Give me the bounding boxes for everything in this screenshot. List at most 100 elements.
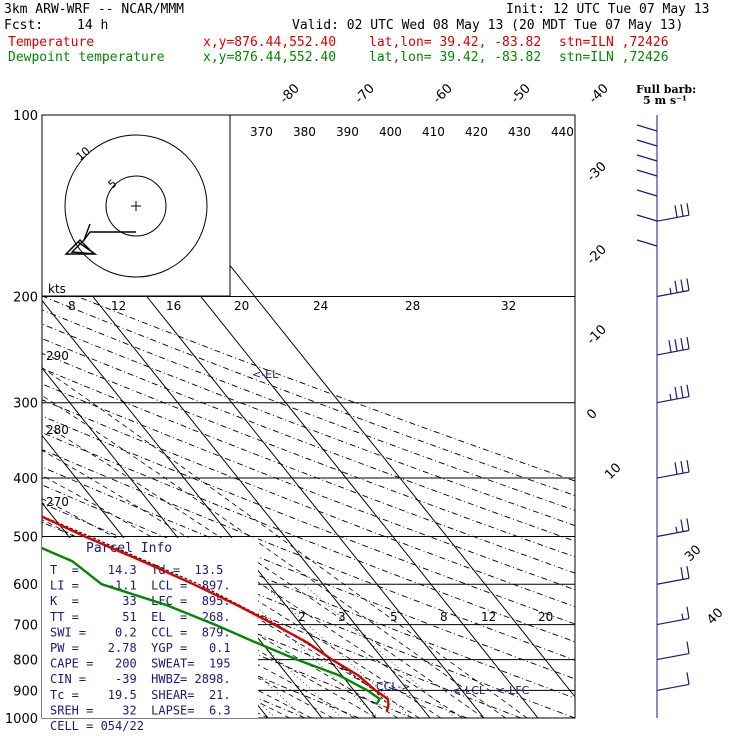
- parcel-info-row: SWI = 0.2 CCL = 879.: [50, 625, 231, 639]
- dry-adiabat-line: [42, 466, 575, 680]
- mixing-ratio-label: 12: [111, 299, 126, 313]
- mixing-ratio-label: 20: [234, 299, 249, 313]
- wind-barb-flag: [675, 526, 678, 533]
- pressure-tick-label: 700: [13, 619, 38, 634]
- dewpoint-xy: x,y=876.44,552.40: [203, 50, 337, 65]
- mixing-ratio-label: 8: [68, 299, 76, 313]
- wind-barb: [656, 606, 690, 626]
- mixing-ratio-label: 24: [313, 299, 328, 313]
- wind-barb-marker: [636, 169, 658, 177]
- forecast-label: Fcst:: [4, 18, 44, 33]
- wind-barb-flag: [680, 519, 684, 532]
- wind-barb-flag: [669, 287, 672, 294]
- isotherm-label: -20: [584, 242, 610, 268]
- theta-label: 420: [465, 125, 488, 139]
- temperature-latlon: lat,lon= 39.42, -83.82: [369, 35, 542, 50]
- dry-adiabat-line: [42, 383, 575, 591]
- parcel-info-row: CAPE = 200 SWEAT= 195: [50, 657, 231, 671]
- theta-label: 280: [46, 423, 69, 437]
- sounding-annotation: <-LCL: [452, 684, 486, 697]
- wind-barb-flag: [669, 393, 672, 401]
- dry-adiabat-line: [42, 502, 575, 718]
- wind-barb: [656, 336, 690, 356]
- parcel-info-row: CELL = 054/22: [50, 719, 144, 733]
- isotherm-line: [42, 299, 377, 718]
- parcel-info-row: CIN = -39 HWBZ= 2898.: [50, 672, 231, 686]
- isotherm-label: 30: [682, 543, 704, 565]
- wind-barb-flag: [668, 340, 672, 353]
- isotherm-label: -70: [352, 81, 378, 107]
- theta-label: 270: [46, 495, 69, 509]
- wind-barb-flag: [674, 386, 678, 400]
- theta-label: 390: [336, 125, 359, 139]
- dewpoint-latlon: lat,lon= 39.42, -83.82: [369, 50, 542, 65]
- wind-barb-staff: [656, 471, 690, 479]
- barb-legend-value: 5 m s⁻¹: [643, 94, 687, 107]
- sounding-annotation: CCL->: [376, 680, 410, 693]
- wind-barb-staff: [656, 289, 690, 298]
- dewpoint-legend: Dewpoint temperature: [8, 50, 165, 65]
- mixing-ratio-label: 32: [501, 299, 516, 313]
- mixing-ratio-label: 8: [440, 610, 448, 624]
- wind-barb-marker: [636, 239, 658, 247]
- isotherm-label: -30: [584, 159, 610, 185]
- hodograph-units-label: kts: [48, 282, 66, 296]
- parcel-info-row: Tc = 19.5 SHEAR= 21.: [50, 688, 231, 702]
- dry-adiabat-line: [42, 281, 575, 482]
- isotherm-label: 0: [584, 406, 600, 422]
- theta-label: 380: [293, 125, 316, 139]
- wind-barb-flag: [680, 385, 684, 398]
- wind-barb-flag: [680, 337, 684, 351]
- wind-barb-flag: [686, 672, 690, 685]
- theta-label: 400: [379, 125, 402, 139]
- mixing-ratio-label: 16: [166, 299, 181, 313]
- wind-barb-marker: [636, 189, 658, 197]
- temperature-line: [42, 515, 390, 712]
- wind-barb-flag: [681, 613, 684, 620]
- isotherm-label: -80: [277, 81, 303, 107]
- mixing-ratio-label: 5: [390, 610, 398, 624]
- wind-barb-flag: [686, 203, 690, 216]
- wind-barb-marker: [636, 139, 658, 147]
- mixing-ratio-label: 28: [405, 299, 420, 313]
- wind-barb-marker: [636, 154, 658, 162]
- sounding-annotation: <-EL: [252, 368, 279, 381]
- pressure-tick-label: 1000: [5, 712, 38, 727]
- wind-barb-flag: [686, 459, 690, 473]
- mixing-ratio-label: 2: [298, 610, 306, 624]
- dry-adiabat-line: [42, 367, 575, 574]
- wind-barb-staff: [656, 618, 690, 626]
- wind-barb-flag: [674, 339, 678, 352]
- moist-adiabat-line: [42, 449, 463, 718]
- theta-label: 410: [422, 125, 445, 139]
- pressure-tick-label: 800: [13, 654, 38, 669]
- temperature-legend: Temperature: [8, 35, 95, 50]
- wind-barb-staff: [656, 214, 690, 222]
- wind-barb-flag: [686, 606, 690, 619]
- wind-barb-flag: [674, 462, 678, 475]
- isotherm-label: -10: [584, 322, 610, 348]
- pressure-tick-label: 400: [13, 472, 38, 487]
- pressure-tick-label: 300: [13, 397, 38, 412]
- parcel-info-row: PW = 2.78 YGP = 0.1: [50, 641, 231, 655]
- dry-adiabat-line: [42, 338, 575, 542]
- isotherm-label: -60: [430, 81, 456, 107]
- barb-legend-title: Full barb:: [636, 83, 696, 96]
- dry-adiabat-line: [42, 432, 575, 643]
- isotherm-label: -40: [586, 81, 612, 107]
- wind-barb-flag: [686, 384, 690, 397]
- wind-barb: [656, 518, 690, 538]
- dewpoint-line: [42, 546, 381, 706]
- wind-barb-flag: [680, 279, 684, 292]
- hodograph-trace: [83, 223, 91, 241]
- wind-barb-flag: [686, 336, 690, 350]
- hodograph-ring: [64, 134, 208, 278]
- parcel-trace-line: [42, 515, 389, 705]
- wind-barb-flag: [674, 280, 678, 293]
- init-time: Init: 12 UTC Tue 07 May 13: [506, 2, 710, 17]
- forecast-value: 14 h: [77, 18, 109, 33]
- wind-barb-flag: [674, 205, 678, 218]
- parcel-info-row: K = 33 LFC = 895.: [50, 594, 231, 608]
- valid-time: Valid: 02 UTC Wed 08 May 13 (20 MDT Tue …: [292, 18, 684, 33]
